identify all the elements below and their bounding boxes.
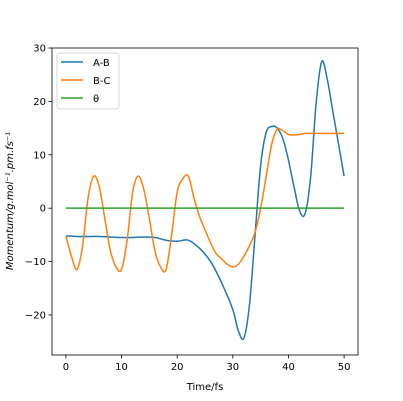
plot-area bbox=[51, 47, 359, 356]
legend-label-a-b: A-B bbox=[93, 58, 110, 69]
legend: A-B B-C θ bbox=[56, 52, 120, 110]
y-tick-label: −20 bbox=[25, 310, 46, 321]
series-line-0 bbox=[65, 60, 345, 341]
x-axis-label: Time/fs bbox=[186, 382, 224, 393]
x-tick-label: 0 bbox=[63, 362, 69, 373]
y-tick-label: −10 bbox=[25, 257, 46, 268]
series-layer bbox=[65, 60, 345, 341]
legend-box bbox=[56, 52, 120, 110]
legend-label-b-c: B-C bbox=[93, 76, 110, 87]
x-tick-label: 50 bbox=[338, 362, 351, 373]
y-axis-label: Momentum/g.mol⁻¹.pm.fs⁻¹ bbox=[5, 132, 16, 270]
y-tick-label: 10 bbox=[33, 150, 46, 161]
x-tick-label: 20 bbox=[171, 362, 184, 373]
y-tick-label: 20 bbox=[33, 97, 46, 108]
y-tick-label: 30 bbox=[33, 44, 46, 55]
legend-label-theta: θ bbox=[93, 94, 99, 105]
x-tick-label: 10 bbox=[115, 362, 128, 373]
x-tick-label: 40 bbox=[282, 362, 295, 373]
series-line-1 bbox=[65, 127, 345, 273]
tick-layer: 0 10 20 30 40 50 −20 −10 0 10 20 30 bbox=[25, 44, 351, 374]
x-tick-label: 30 bbox=[226, 362, 239, 373]
y-tick-label: 0 bbox=[40, 204, 46, 215]
